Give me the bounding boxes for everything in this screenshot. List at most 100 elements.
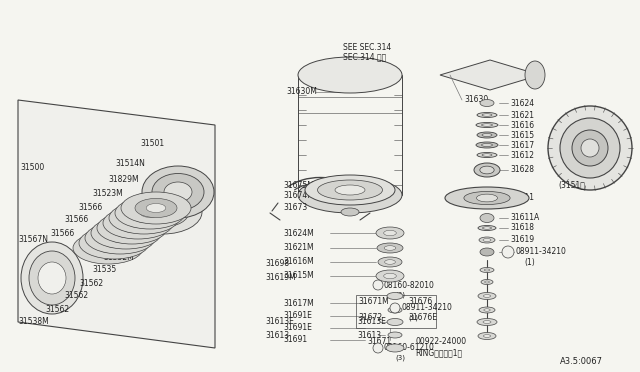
Text: 31674M: 31674M [283,192,314,201]
Ellipse shape [97,212,167,244]
Ellipse shape [477,194,497,202]
Ellipse shape [479,307,495,313]
Ellipse shape [483,321,491,323]
Text: 31676: 31676 [408,298,432,307]
Ellipse shape [335,185,365,195]
Ellipse shape [384,246,396,250]
Ellipse shape [110,234,130,243]
Circle shape [548,106,632,190]
Ellipse shape [481,124,493,126]
Text: 31829M: 31829M [108,176,139,185]
Text: 31691: 31691 [283,336,307,344]
Text: 31621: 31621 [510,110,534,119]
Text: 31500: 31500 [20,164,44,173]
Circle shape [581,139,599,157]
Ellipse shape [135,198,177,218]
Ellipse shape [384,230,396,236]
Text: 31616: 31616 [510,121,534,129]
Ellipse shape [474,163,500,177]
Ellipse shape [123,208,165,228]
Ellipse shape [476,122,498,128]
Ellipse shape [121,192,191,224]
Ellipse shape [87,238,129,257]
Text: 08160-82010: 08160-82010 [384,280,435,289]
Ellipse shape [477,132,497,138]
Ellipse shape [480,248,494,256]
Ellipse shape [109,202,179,234]
Ellipse shape [98,244,118,253]
Ellipse shape [298,177,402,213]
Polygon shape [440,60,540,90]
Ellipse shape [483,227,492,229]
Text: N: N [391,305,395,311]
Text: 31617: 31617 [510,141,534,150]
Text: 31521P: 31521P [125,238,154,247]
Circle shape [373,280,383,290]
Text: 31523M: 31523M [92,189,123,198]
Ellipse shape [21,242,83,314]
Ellipse shape [482,114,492,116]
Ellipse shape [476,142,498,148]
Text: (3151》: (3151》 [558,180,585,189]
Circle shape [560,118,620,178]
Ellipse shape [483,334,491,337]
Text: 08911-34210: 08911-34210 [516,247,567,257]
Text: 31612: 31612 [510,151,534,160]
Ellipse shape [384,273,396,279]
Ellipse shape [122,224,142,232]
Text: 31630M: 31630M [286,87,317,96]
Text: 31516N: 31516N [138,225,168,234]
Text: 31562: 31562 [45,305,69,314]
Text: 31514N: 31514N [115,158,145,167]
Ellipse shape [103,207,173,239]
Ellipse shape [464,192,510,205]
Ellipse shape [317,180,383,200]
Text: 31671M: 31671M [358,298,388,307]
Ellipse shape [484,281,490,283]
Text: (1): (1) [524,257,535,266]
Ellipse shape [480,99,494,106]
Text: 31501: 31501 [140,138,164,148]
Ellipse shape [38,262,66,294]
Ellipse shape [480,214,494,222]
Text: (3): (3) [395,292,405,298]
Text: 31517M: 31517M [152,211,183,219]
Text: 31619: 31619 [510,235,534,244]
Ellipse shape [477,112,497,118]
Ellipse shape [377,243,403,253]
Text: 31621M: 31621M [283,244,314,253]
Ellipse shape [124,190,202,234]
Text: 31613E: 31613E [265,317,294,327]
Text: 31673: 31673 [283,202,307,212]
Text: 31675M: 31675M [283,180,314,189]
Text: 31611A: 31611A [510,214,540,222]
Text: 31619M: 31619M [265,273,296,282]
Polygon shape [18,100,215,348]
Text: B: B [374,282,378,288]
Text: 31615M: 31615M [283,272,314,280]
Ellipse shape [477,153,497,157]
Text: 31676E: 31676E [408,314,437,323]
Text: 08911-34210: 08911-34210 [401,304,452,312]
Ellipse shape [142,166,214,218]
Text: 31567N: 31567N [18,235,48,244]
Text: 31613: 31613 [357,330,381,340]
Ellipse shape [140,209,160,218]
Ellipse shape [478,333,496,340]
Ellipse shape [129,203,171,222]
Text: 31615: 31615 [510,131,534,140]
Ellipse shape [388,307,402,313]
Text: 31535: 31535 [92,266,116,275]
Text: 31562: 31562 [64,292,88,301]
Ellipse shape [146,203,166,212]
Text: 31538M: 31538M [18,317,49,327]
Ellipse shape [111,218,153,238]
Ellipse shape [481,279,493,285]
Text: 31671: 31671 [367,337,391,346]
Text: 31672: 31672 [358,314,382,323]
Ellipse shape [73,232,143,264]
Text: 31691E: 31691E [283,324,312,333]
Ellipse shape [137,197,189,227]
Ellipse shape [305,175,395,205]
Text: 31628: 31628 [510,166,534,174]
